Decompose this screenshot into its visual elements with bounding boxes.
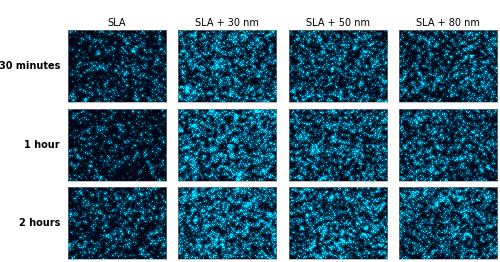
Text: 1 hour: 1 hour — [24, 140, 60, 150]
Text: 30 minutes: 30 minutes — [0, 61, 60, 71]
Text: SLA: SLA — [108, 18, 126, 28]
Text: SLA + 80 nm: SLA + 80 nm — [416, 18, 480, 28]
Text: SLA + 50 nm: SLA + 50 nm — [306, 18, 370, 28]
Text: 2 hours: 2 hours — [18, 218, 60, 228]
Text: SLA + 30 nm: SLA + 30 nm — [195, 18, 259, 28]
